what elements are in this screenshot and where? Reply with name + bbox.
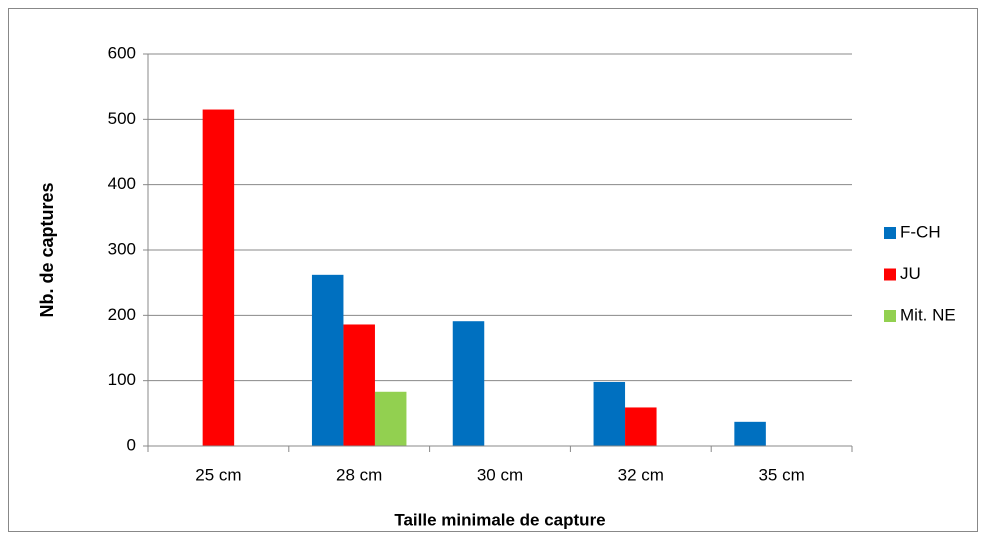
y-tick-label: 0 [127, 435, 136, 454]
bar [734, 421, 766, 446]
legend-swatch [884, 268, 896, 281]
x-tick-label: 28 cm [336, 465, 382, 484]
y-axis-title: Nb. de captures [37, 182, 57, 317]
legend-label: JU [900, 264, 921, 283]
bar [593, 381, 626, 446]
legend-label: Mit. NE [900, 305, 956, 324]
x-axis-title: Taille minimale de capture [394, 510, 605, 529]
bar [311, 274, 344, 446]
legend-label: F-CH [900, 222, 941, 241]
y-tick-label: 300 [108, 239, 136, 258]
y-tick-label: 400 [108, 174, 136, 193]
y-tick-label: 600 [108, 43, 136, 62]
legend-swatch [884, 310, 896, 322]
x-tick-label: 35 cm [758, 465, 804, 484]
y-tick-label: 200 [108, 305, 136, 324]
bar [374, 391, 407, 446]
x-tick-label: 30 cm [477, 465, 523, 484]
bar [343, 324, 375, 446]
y-tick-label: 500 [108, 109, 136, 128]
bar [202, 109, 235, 447]
x-tick-label: 25 cm [195, 465, 241, 484]
bar [625, 407, 657, 446]
chart-border [8, 8, 978, 532]
bar [452, 321, 485, 446]
y-tick-label: 100 [108, 370, 136, 389]
legend-swatch [884, 227, 896, 239]
x-tick-label: 32 cm [618, 465, 664, 484]
